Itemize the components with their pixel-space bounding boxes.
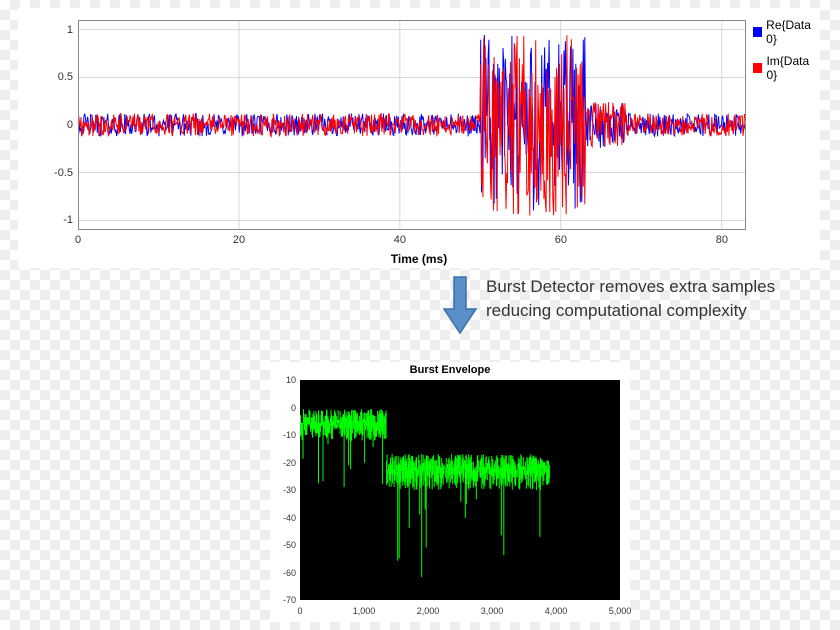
ytick: 0.5 <box>18 71 73 83</box>
xtick: 40 <box>394 234 406 246</box>
xtick: 5,000 <box>609 606 632 616</box>
legend-item-im: Im{Data 0} <box>753 54 820 82</box>
legend-swatch-im <box>753 63 762 73</box>
ytick: 0 <box>18 119 73 131</box>
legend-label-im: Im{Data 0} <box>766 54 820 82</box>
legend-label-re: Re{Data 0} <box>766 18 820 46</box>
xtick: 2,000 <box>417 606 440 616</box>
signal-chart: Re{Data 0} Im{Data 0} -1 -0.5 0 0.5 1 0 20 40 6… <box>18 8 820 268</box>
ytick: 1 <box>18 24 73 36</box>
down-arrow-icon <box>440 275 480 335</box>
legend-swatch-re <box>753 27 762 37</box>
xtick: 80 <box>716 234 728 246</box>
ytick: -60 <box>270 568 296 578</box>
arrow-annotation: Burst Detector removes extra samples red… <box>440 275 820 355</box>
ytick: -70 <box>270 595 296 605</box>
ytick: -30 <box>270 485 296 495</box>
ytick: -40 <box>270 513 296 523</box>
legend-item-re: Re{Data 0} <box>753 18 820 46</box>
xtick: 60 <box>555 234 567 246</box>
ytick: 10 <box>270 375 296 385</box>
ytick: -50 <box>270 540 296 550</box>
ytick: -1 <box>18 214 73 226</box>
ytick: -10 <box>270 430 296 440</box>
xtick: 20 <box>233 234 245 246</box>
ytick: 0 <box>270 403 296 413</box>
xtick: 3,000 <box>481 606 504 616</box>
xtick: 0 <box>297 606 302 616</box>
envelope-plot <box>300 380 620 600</box>
ytick: -20 <box>270 458 296 468</box>
x-axis-label: Time (ms) <box>391 252 447 266</box>
chart2-title: Burst Envelope <box>410 364 491 376</box>
ytick: -0.5 <box>18 167 73 179</box>
xtick: 1,000 <box>353 606 376 616</box>
envelope-chart: Burst Envelope 100-10-20-30-40-50-60-70 … <box>270 362 630 622</box>
signal-plot <box>78 20 746 230</box>
xtick: 0 <box>75 234 81 246</box>
legend: Re{Data 0} Im{Data 0} <box>753 18 820 90</box>
xtick: 4,000 <box>545 606 568 616</box>
annotation-text: Burst Detector removes extra samples red… <box>486 275 820 323</box>
